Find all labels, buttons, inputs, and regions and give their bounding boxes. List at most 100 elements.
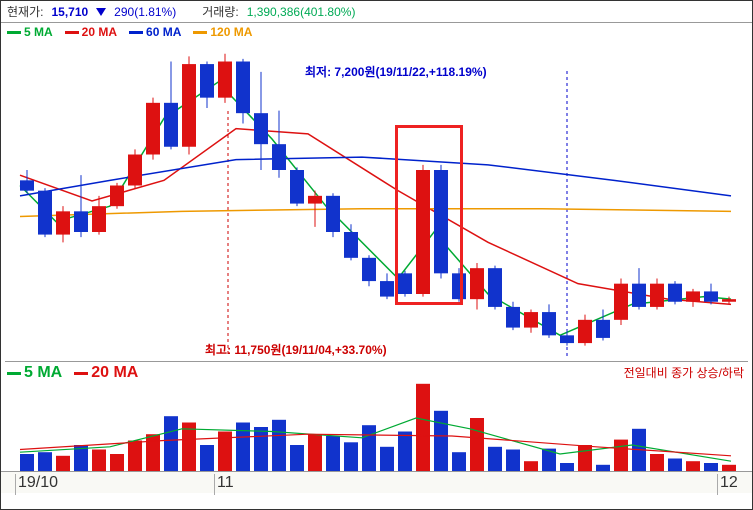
ma-legend-lower: 5 MA 20 MA bbox=[7, 364, 138, 382]
candle-body bbox=[308, 196, 322, 204]
candle-body bbox=[344, 232, 358, 258]
candle-body bbox=[722, 299, 736, 302]
stock-chart-panel: 현재가: 15,710 290(1.81%) 거래량: 1,390,386(40… bbox=[0, 0, 753, 510]
candle-body bbox=[524, 312, 538, 328]
volume-value: 1,390,386(401.80%) bbox=[247, 5, 356, 19]
volume-note: 전일대비 종가 상승/하락 bbox=[624, 364, 744, 381]
candle-body bbox=[272, 144, 286, 170]
candle-body bbox=[380, 281, 394, 297]
volume-bar bbox=[416, 384, 430, 472]
candle-body bbox=[506, 307, 520, 328]
ma-legend-item: 60 MA bbox=[129, 25, 181, 39]
ma-label: 60 MA bbox=[146, 25, 181, 39]
ma-swatch bbox=[74, 372, 88, 375]
ma-line bbox=[20, 209, 731, 217]
low-annotation: 최저: 7,200원(19/11/22,+118.19%) bbox=[305, 63, 487, 80]
x-axis: 19/101112 bbox=[1, 471, 752, 493]
highlight-box bbox=[395, 125, 463, 305]
volume-bar bbox=[200, 445, 214, 472]
candle-body bbox=[560, 335, 574, 343]
ma-label: 5 MA bbox=[24, 364, 62, 382]
candle-body bbox=[362, 258, 376, 281]
candle-body bbox=[74, 211, 88, 232]
candle-body bbox=[632, 284, 646, 307]
xaxis-tick: 19/10 bbox=[15, 474, 58, 495]
candle-body bbox=[614, 284, 628, 320]
volume-bar bbox=[326, 436, 340, 472]
ma-swatch bbox=[129, 31, 143, 34]
candlestick-svg bbox=[5, 41, 750, 361]
volume-bar bbox=[308, 434, 322, 472]
volume-bar bbox=[344, 442, 358, 472]
volume-chart[interactable]: 5 MA 20 MA 전일대비 종가 상승/하락 bbox=[5, 361, 748, 471]
ma-label: 120 MA bbox=[210, 25, 252, 39]
ma-label: 20 MA bbox=[82, 25, 117, 39]
candle-body bbox=[128, 155, 142, 186]
volume-bar bbox=[92, 450, 106, 473]
candle-body bbox=[110, 186, 124, 207]
candle-body bbox=[236, 62, 250, 114]
ma-legend-item: 5 MA bbox=[7, 25, 53, 39]
volume-bar bbox=[38, 452, 52, 472]
volume-bar bbox=[380, 447, 394, 472]
candle-body bbox=[704, 291, 718, 301]
candle-body bbox=[578, 320, 592, 343]
ma-swatch bbox=[193, 31, 207, 34]
ma-label: 20 MA bbox=[91, 364, 138, 382]
volume-bar bbox=[452, 452, 466, 472]
volume-bar bbox=[470, 418, 484, 472]
ma-legend-item: 20 MA bbox=[74, 364, 138, 382]
candle-body bbox=[146, 103, 160, 155]
down-arrow-icon bbox=[96, 8, 106, 16]
volume-bar bbox=[434, 411, 448, 472]
volume-bar bbox=[506, 450, 520, 473]
current-price-label: 현재가: bbox=[7, 3, 43, 20]
volume-bar bbox=[110, 454, 124, 472]
candle-body bbox=[38, 191, 52, 235]
volume-bar bbox=[146, 434, 160, 472]
candle-body bbox=[290, 170, 304, 204]
volume-bar bbox=[578, 445, 592, 472]
candle-body bbox=[164, 103, 178, 147]
ma-swatch bbox=[7, 372, 21, 375]
ma-legend-item: 5 MA bbox=[7, 364, 62, 382]
candle-body bbox=[470, 268, 484, 299]
current-price: 15,710 bbox=[51, 5, 88, 19]
candlestick-chart[interactable]: 최저: 7,200원(19/11/22,+118.19%) 최고: 11,750… bbox=[5, 41, 748, 361]
volume-bar bbox=[488, 447, 502, 472]
price-change: 290(1.81%) bbox=[114, 5, 176, 19]
volume-bar bbox=[650, 454, 664, 472]
candle-body bbox=[650, 284, 664, 307]
candle-body bbox=[200, 64, 214, 98]
xaxis-tick: 12 bbox=[717, 474, 738, 495]
volume-bar bbox=[182, 423, 196, 473]
volume-bar bbox=[398, 432, 412, 473]
candle-body bbox=[542, 312, 556, 335]
candle-body bbox=[326, 196, 340, 232]
candle-body bbox=[92, 206, 106, 232]
volume-bar bbox=[668, 459, 682, 473]
candle-body bbox=[596, 320, 610, 338]
chart-header: 현재가: 15,710 290(1.81%) 거래량: 1,390,386(40… bbox=[1, 1, 752, 23]
candle-body bbox=[20, 180, 34, 190]
volume-label: 거래량: bbox=[202, 3, 238, 20]
volume-bar bbox=[128, 441, 142, 473]
ma-legend-upper: 5 MA 20 MA 60 MA 120 MA bbox=[1, 23, 752, 41]
volume-bar bbox=[56, 456, 70, 472]
candle-body bbox=[56, 211, 70, 234]
candle-body bbox=[686, 291, 700, 301]
high-annotation: 최고: 11,750원(19/11/04,+33.70%) bbox=[205, 341, 387, 358]
volume-bar bbox=[272, 420, 286, 472]
volume-bar bbox=[614, 440, 628, 472]
ma-legend-item: 20 MA bbox=[65, 25, 117, 39]
candle-body bbox=[488, 268, 502, 307]
ma-label: 5 MA bbox=[24, 25, 53, 39]
candle-body bbox=[218, 62, 232, 98]
candle-body bbox=[182, 64, 196, 147]
candle-body bbox=[254, 113, 268, 144]
ma-swatch bbox=[65, 31, 79, 34]
volume-bar bbox=[362, 425, 376, 472]
volume-bar bbox=[290, 445, 304, 472]
volume-bar bbox=[254, 427, 268, 472]
candle-body bbox=[668, 284, 682, 302]
